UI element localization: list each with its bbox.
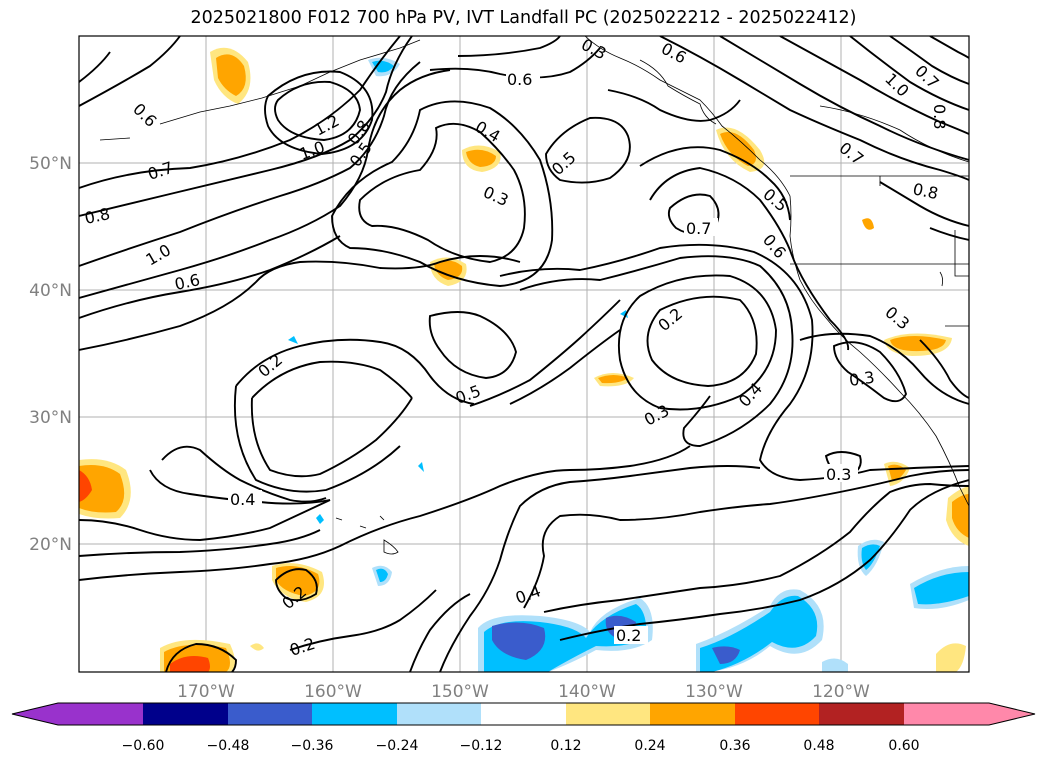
contour-label: 0.3	[826, 465, 851, 484]
colorbar-tick-label: −0.36	[291, 738, 334, 754]
contour-label: 0.8	[911, 179, 940, 203]
colorbar-segment	[397, 703, 481, 725]
colorbar-segment	[819, 703, 904, 725]
colorbar-tick-label: −0.48	[207, 738, 250, 754]
contour-label: 0.7	[145, 158, 175, 184]
shaded-anomalies	[79, 47, 969, 672]
colorbar-segment	[228, 703, 312, 725]
contour-label: 0.4	[735, 379, 766, 411]
colorbar-outline	[11, 702, 1036, 726]
contour-label: 0.6	[507, 70, 532, 89]
contour-label: 1.0	[143, 240, 175, 269]
colorbar: −0.60 −0.48 −0.36 −0.24 −0.12 0.12 0.24 …	[11, 702, 1036, 754]
lon-tick-label: 160°W	[304, 682, 362, 702]
contour-label: 0.6	[173, 270, 202, 294]
contour-label: 0.2	[287, 634, 317, 660]
lon-tick-label: 120°W	[812, 682, 870, 702]
contour-label: 1.0	[297, 137, 327, 164]
contour-label: 0.2	[254, 350, 286, 381]
lat-tick-label: 50°N	[29, 154, 72, 174]
colorbar-tick-label: 0.48	[803, 738, 834, 754]
contour-label: 0.3	[578, 35, 609, 64]
colorbar-tick-label: −0.12	[460, 738, 503, 754]
contour-label: 0.3	[848, 368, 876, 390]
contour-label: 0.2	[616, 626, 641, 645]
colorbar-tick-label: 0.24	[634, 738, 665, 754]
colorbar-tick-label: 0.60	[888, 738, 919, 754]
lon-tick-label: 170°W	[177, 682, 235, 702]
map-title: 2025021800 F012 700 hPa PV, IVT Landfall…	[190, 8, 857, 28]
lat-axis: 50°N 40°N 30°N 20°N	[29, 154, 72, 555]
lon-tick-label: 140°W	[558, 682, 616, 702]
contour-label: 0.7	[686, 219, 711, 238]
contour-label: 0.4	[513, 581, 543, 608]
lat-tick-label: 40°N	[29, 281, 72, 301]
contour-label: 0.4	[230, 490, 255, 509]
lon-tick-label: 150°W	[431, 682, 489, 702]
contour-label: 0.8	[930, 104, 949, 129]
contour-label: 0.7	[911, 61, 943, 92]
lat-tick-label: 30°N	[29, 408, 72, 428]
colorbar-segment	[143, 703, 228, 725]
colorbar-segment	[481, 703, 566, 725]
colorbar-segment	[735, 703, 819, 725]
contour-label: 0.6	[129, 99, 160, 130]
colorbar-tick-label: 0.36	[719, 738, 750, 754]
contour-label: 0.3	[641, 401, 672, 430]
colorbar-segment	[650, 703, 735, 725]
contour-label: 0.8	[83, 204, 112, 228]
colorbar-tick-label: −0.24	[376, 738, 419, 754]
map-frame	[78, 35, 970, 673]
contour-label: 0.2	[654, 304, 686, 335]
colorbar-segment	[312, 703, 397, 725]
contour-label: 1.2	[311, 111, 342, 140]
contour-label: 0.6	[658, 39, 689, 68]
colorbar-segment	[566, 703, 650, 725]
colorbar-tick-label: −0.60	[122, 738, 165, 754]
lon-axis: 170°W 160°W 150°W 140°W 130°W 120°W	[177, 682, 870, 702]
contour-label: 0.3	[881, 303, 913, 334]
lat-tick-label: 20°N	[29, 535, 72, 555]
contour-label: 0.7	[836, 138, 868, 169]
colorbar-segment	[904, 703, 1035, 725]
contour-label: 0.4	[472, 117, 504, 146]
contour-label: 0.3	[480, 182, 511, 210]
colorbar-tick-label: 0.12	[550, 738, 581, 754]
lon-tick-label: 130°W	[685, 682, 743, 702]
pv-contours	[79, 36, 969, 672]
colorbar-segment	[12, 703, 143, 725]
